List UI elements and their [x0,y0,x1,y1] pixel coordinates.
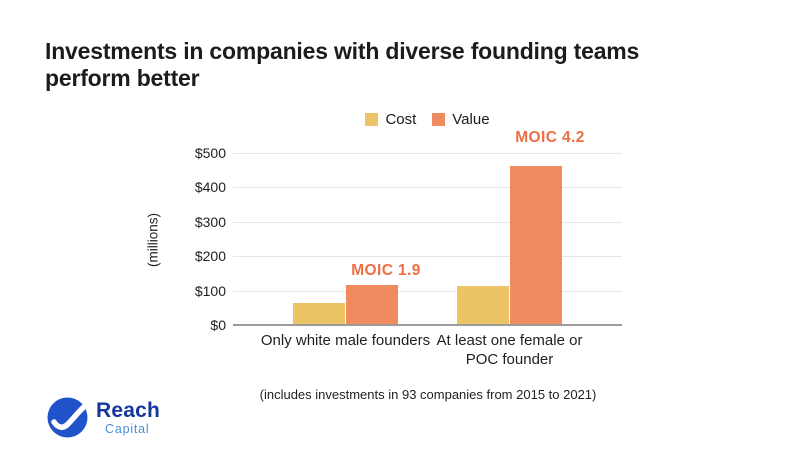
legend: Cost Value [233,110,622,128]
logo-name: Reach [96,399,161,422]
legend-label: Cost [385,110,417,128]
plot-area: MOIC 1.9 MOIC 4.2 [233,129,622,326]
legend-swatch-icon [432,112,446,126]
chart-title: Investments in companies with diverse fo… [45,38,765,92]
gridline [233,256,622,258]
chart-title-line2: perform better [45,65,200,91]
gridline [233,290,622,292]
x-axis-label: Only white male founders [260,332,431,349]
legend-item-cost: Cost [365,111,416,128]
chart-title-line1: Investments in companies with diverse fo… [45,38,640,64]
y-tick-label: $400 [194,179,226,196]
y-tick-label: $0 [210,317,226,333]
y-axis-ticks: $0 $100 $200 $300 $400 $500 [0,145,226,333]
y-tick-label: $300 [194,213,226,230]
y-tick-label: $200 [194,248,226,265]
value-bar [510,165,562,324]
gridline [233,187,622,189]
reach-logo-icon [47,397,88,438]
x-axis-label: At least one female or POC founder [436,332,583,368]
cost-bar [293,303,345,324]
y-tick-label: $100 [194,282,226,299]
moic-annotation: MOIC 1.9 [351,262,421,280]
y-axis-title: (millions) [145,213,161,267]
legend-label: Value [452,110,490,128]
logo-text: Reach Capital [96,399,160,436]
logo-swoosh-icon [51,401,88,430]
gridline [233,153,622,154]
legend-item-value: Value [432,110,490,128]
x-axis-line [233,324,622,326]
y-tick-label: $500 [194,145,226,161]
moic-annotation: MOIC 4.2 [515,128,585,146]
bar-group [457,165,562,324]
logo-circle [47,397,88,438]
cost-bar [457,286,509,324]
legend-swatch-icon [365,112,379,126]
logo-subtitle: Capital [105,422,150,436]
footnote: (includes investments in 93 companies fr… [259,387,597,402]
gridline [233,221,622,223]
reach-capital-logo: Reach Capital [47,397,160,438]
value-bar [346,285,398,324]
bar-group [293,285,398,324]
